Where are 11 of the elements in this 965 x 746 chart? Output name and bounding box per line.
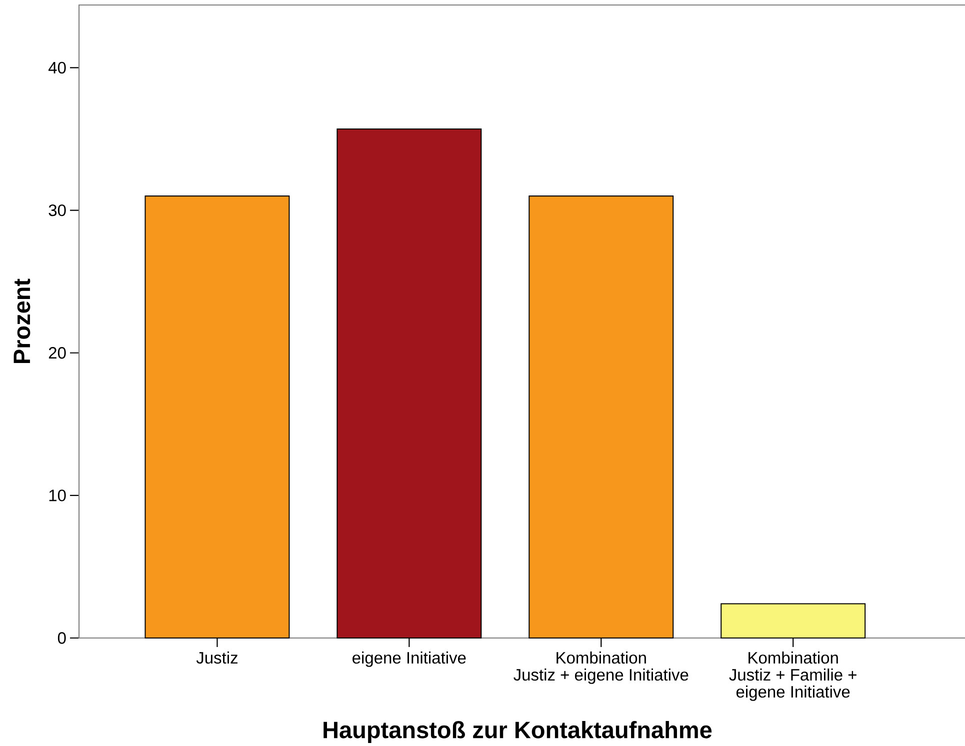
y-axis-title: Prozent (14, 278, 30, 364)
y-tick-label: 0 (58, 632, 66, 644)
x-tick-label: eigene Initiative (352, 652, 466, 667)
x-tick-label: Justiz (196, 652, 238, 664)
x-tick-label: Kombination Justiz + Familie + eigene Initiative (729, 652, 856, 701)
y-tick-label: 10 (49, 490, 66, 502)
y-tick-label: 40 (48, 62, 66, 74)
y-tick-label: 30 (48, 204, 66, 216)
x-tick-label: Kombination Justiz + eigene Initiative (514, 652, 688, 684)
y-tick-label: 20 (48, 347, 66, 359)
x-axis-title: Hauptanstoß zur Kontaktaufnahme (324, 721, 712, 743)
